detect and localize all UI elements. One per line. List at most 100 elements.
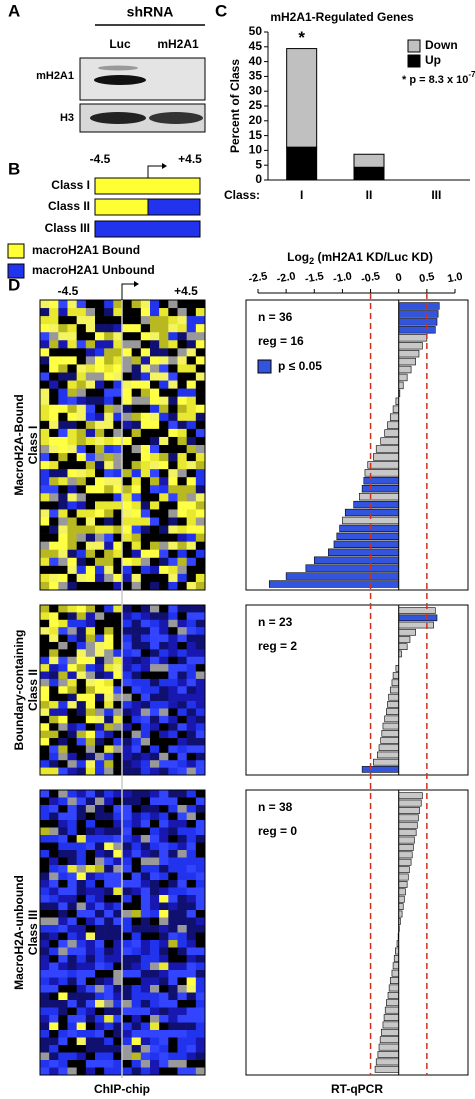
heatmap-cell [95,656,105,665]
heatmap-cell [104,701,114,709]
bar [392,672,400,679]
heatmap-cell [40,820,50,828]
heatmap-cell [195,895,206,903]
x-tick-label: 0.5 [418,271,435,285]
heatmap-cell [67,1052,77,1061]
heatmap-cell [122,461,132,470]
heatmap-cell [104,902,114,911]
bar [398,326,436,334]
heatmap-cell [131,557,142,567]
heatmap-cell [58,356,68,365]
y-tick-label: 5 [255,157,262,171]
heatmap-cell [186,573,197,583]
heatmap-cell [168,760,178,768]
heatmap-cell [159,517,169,526]
heatmap-cell [40,1067,50,1076]
heatmap-cell [95,420,105,430]
heatmap-cell [140,1037,151,1046]
heatmap-cell [85,1060,96,1068]
heatmap-cell [159,850,169,858]
heatmap-cell [95,509,105,518]
heatmap-cell [177,364,187,373]
heatmap-cell [40,985,50,993]
heatmap-cell [195,525,206,534]
heatmap-cell [159,970,169,978]
heatmap-cell [150,790,160,798]
heatmap-cell [159,549,169,559]
heatmap-cell [104,752,114,761]
heatmap-cell [131,581,142,591]
heatmap-cell [122,364,132,373]
heatmap-cell [195,671,206,680]
heatmap-cell [186,887,197,896]
heatmap-cell [140,420,151,430]
heatmap-cell [40,940,50,948]
heatmap-cell [40,857,50,866]
heatmap-cell [140,605,151,613]
heatmap-cell [40,992,50,1001]
heatmap-cell [122,380,132,389]
heatmap-cell [95,364,105,373]
heatmap-cell [159,955,169,963]
heatmap-cell [85,619,96,628]
heatmap-cell [76,517,87,526]
heatmap-cell [195,686,206,694]
bar [375,1058,400,1066]
heatmap-cell [104,895,114,903]
heatmap-cell [49,1052,59,1061]
heatmap-cell [150,686,160,694]
heatmap-cell [195,340,206,349]
heatmap-cell [67,760,77,768]
heatmap-cell [40,509,50,518]
heatmap-cell [76,420,87,430]
heatmap-cell [58,880,68,888]
heatmap-cell [76,955,87,963]
heatmap-cell [95,573,105,583]
heatmap-cell [122,300,132,309]
heatmap-cell [186,1052,197,1061]
heatmap-cell [76,300,87,309]
heatmap-cell [104,880,114,888]
heatmap-cell [168,745,178,754]
heatmap-cell [168,797,178,806]
heatmap-cell [40,701,50,709]
heatmap-cell [159,1022,169,1031]
heatmap-cell [40,686,50,694]
heatmap-cell [76,940,87,948]
heatmap-cell [177,767,187,776]
heatmap-cell [131,641,142,650]
heatmap-cell [67,850,77,858]
heatmap-cell [195,308,206,317]
heatmap-cell [177,340,187,349]
heatmap-cell [95,428,105,438]
heatmap-cell [85,701,96,709]
heatmap-cell [150,477,160,486]
heatmap-cell [140,664,151,672]
heatmap-cell [122,356,132,365]
heatmap-cell [122,581,132,591]
caption: RT-qPCR [331,1082,383,1096]
heatmap-cell [150,671,160,680]
heatmap-cell [186,701,197,709]
heatmap-cell [131,925,142,933]
heatmap-cell [67,1015,77,1023]
heatmap-cell [40,619,50,628]
heatmap-cell [122,723,132,731]
bar [389,686,400,694]
heatmap-cell [131,797,142,806]
heatmap-cell [40,436,50,446]
heatmap-cell [195,940,206,948]
heatmap-cell [49,356,59,365]
heatmap-cell [195,955,206,963]
heatmap-cell [186,1060,197,1068]
heatmap-cell [40,745,50,754]
heatmap-cell [76,767,87,776]
y-axis-label: Percent of Class [228,59,242,153]
heatmap-cell [95,525,105,534]
heatmap-cell [104,842,114,851]
heatmap-cell [150,1000,160,1008]
heatmap-cell [150,1015,160,1023]
heatmap-cell [159,477,169,486]
heatmap-cell [195,573,206,583]
heatmap-cell [159,641,169,650]
